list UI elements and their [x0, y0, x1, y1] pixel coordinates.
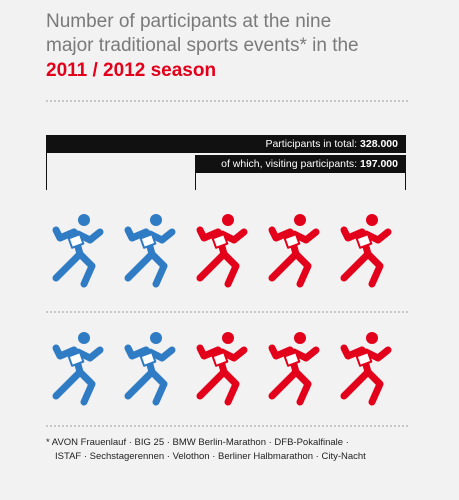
title-line-1: Number of participants at the nine: [46, 11, 332, 32]
runner-row-1: [44, 212, 404, 292]
runner-icon: [340, 214, 392, 288]
total-participants-label: Participants in total:: [265, 138, 358, 150]
divider-bottom: [46, 425, 408, 427]
visiting-participants-value: 197.000: [360, 158, 398, 170]
runner-icon: [340, 332, 392, 406]
runner-icon: [124, 332, 176, 406]
runner-icon: [52, 332, 104, 406]
runner-icon: [268, 332, 320, 406]
footnote-line-2: ISTAF · Sechstagerennen · Velothon · Ber…: [55, 451, 366, 462]
visiting-bracket-left: [195, 173, 196, 190]
runner-icon: [124, 214, 176, 288]
runner-icon: [268, 214, 320, 288]
runner-icon: [196, 332, 248, 406]
runner-pictogram: [52, 214, 392, 288]
footnote: * AVON Frauenlauf · BIG 25 · BMW Berlin-…: [46, 436, 426, 464]
runner-row-2: [44, 330, 404, 410]
visiting-participants-label: of which, visiting participants:: [221, 158, 358, 170]
footnote-line-1: * AVON Frauenlauf · BIG 25 · BMW Berlin-…: [46, 437, 349, 448]
divider-top: [46, 100, 408, 102]
runner-pictogram: [52, 332, 392, 406]
chart-title: Number of participants at the nine major…: [46, 10, 446, 84]
runner-icon: [196, 214, 248, 288]
total-participants-value: 328.000: [360, 138, 398, 150]
visiting-bracket-right: [405, 173, 406, 190]
runner-icon: [52, 214, 104, 288]
title-line-2: major traditional sports events* in the: [46, 35, 359, 56]
divider-middle: [46, 311, 408, 313]
total-participants-bar: Participants in total: 328.000: [46, 135, 406, 153]
total-bracket-left: [46, 153, 47, 190]
title-season: 2011 / 2012 season: [46, 60, 217, 81]
visiting-participants-bar: of which, visiting participants: 197.000: [195, 155, 406, 173]
